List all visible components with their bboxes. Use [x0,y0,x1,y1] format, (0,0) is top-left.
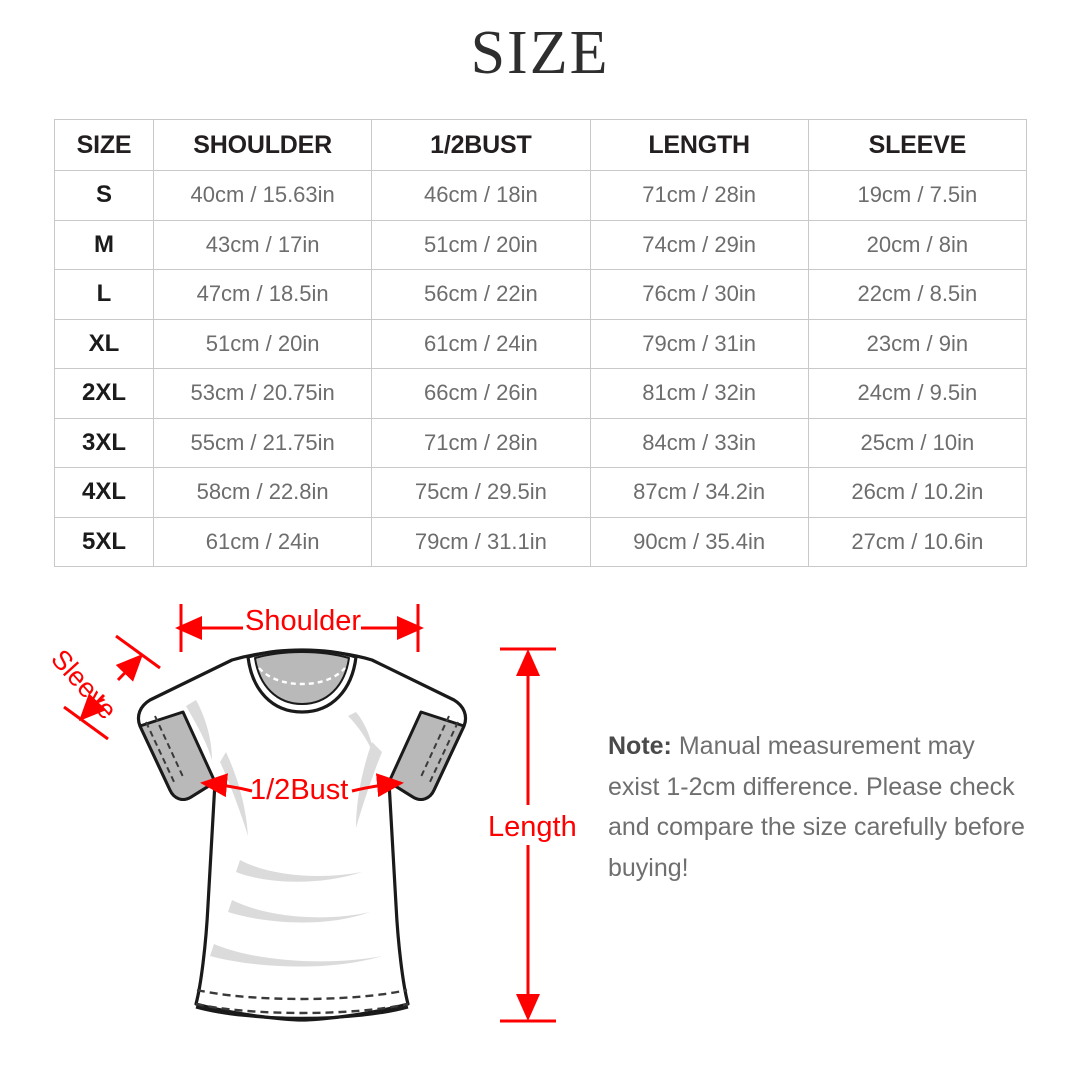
cell-length: 90cm / 35.4in [589,516,809,567]
table-row: 5XL 61cm / 24in 79cm / 31.1in 90cm / 35.… [54,516,1028,567]
note-text: Manual measurement may exist 1-2cm diffe… [608,732,1025,882]
shoulder-measure-arrow [175,604,424,652]
note-lead: Note: [608,732,672,760]
right-cuff-stitch-a [428,721,459,785]
cell-shoulder: 43cm / 17in [152,219,373,270]
cell-length: 84cm / 33in [589,417,809,468]
hem-edge [195,1005,409,1020]
cell-size: S [54,170,154,221]
cell-sleeve: 23cm / 9in [807,318,1028,369]
cell-size: 5XL [54,516,154,567]
bust-measure-arrow [200,773,404,798]
cell-bust: 51cm / 20in [371,219,591,270]
table-row: 2XL 53cm / 20.75in 66cm / 26in 81cm / 32… [54,368,1028,419]
table-row: 3XL 55cm / 21.75in 71cm / 28in 84cm / 33… [54,417,1028,468]
right-cuff-stitch-b [419,715,450,780]
table-row: XL 51cm / 20in 61cm / 24in 79cm / 31in 2… [54,318,1028,369]
cell-bust: 46cm / 18in [371,170,591,221]
cell-shoulder: 61cm / 24in [152,516,373,567]
left-cuff-stitch-b [154,715,185,780]
cell-shoulder: 58cm / 22.8in [152,467,373,518]
cell-shoulder: 53cm / 20.75in [152,368,373,419]
sleeve-measure-arrow [63,634,161,741]
size-chart-table: SIZE SHOULDER 1/2BUST LENGTH SLEEVE S 40… [54,119,1028,567]
length-measure-arrow [500,647,556,1023]
cell-size: L [54,269,154,320]
cell-sleeve: 27cm / 10.6in [807,516,1028,567]
tshirt-body-outline [136,649,468,1022]
size-chart-table-container: SIZE SHOULDER 1/2BUST LENGTH SLEEVE S 40… [54,119,1028,567]
tshirt-collar-inner [254,651,350,705]
column-header-length: LENGTH [589,119,809,171]
cell-sleeve: 25cm / 10in [807,417,1028,468]
cell-size: 2XL [54,368,154,419]
page-title: SIZE [470,19,610,87]
cell-sleeve: 22cm / 8.5in [807,269,1028,320]
cell-sleeve: 20cm / 8in [807,219,1028,270]
hem-stitch-lower [195,1002,409,1015]
collar-stitch [258,667,346,686]
column-header-size: SIZE [54,119,154,171]
table-header-row: SIZE SHOULDER 1/2BUST LENGTH SLEEVE [54,119,1028,171]
hem-stitch-upper [196,988,408,1001]
cell-sleeve: 26cm / 10.2in [807,467,1028,518]
table-row: M 43cm / 17in 51cm / 20in 74cm / 29in 20… [54,219,1028,270]
shoulder-label: Shoulder [245,605,362,637]
column-header-shoulder: SHOULDER [152,119,373,171]
tshirt-illustration [136,648,468,1022]
length-label: Length [488,811,577,843]
cell-bust: 56cm / 22in [371,269,591,320]
cell-size: XL [54,318,154,369]
column-header-sleeve: SLEEVE [807,119,1028,171]
cell-sleeve: 24cm / 9.5in [807,368,1028,419]
table-row: S 40cm / 15.63in 46cm / 18in 71cm / 28in… [54,170,1028,221]
cell-size: 3XL [54,417,154,468]
cell-size: M [54,219,154,270]
cell-shoulder: 51cm / 20in [152,318,373,369]
cell-bust: 61cm / 24in [371,318,591,369]
column-header-bust: 1/2BUST [371,119,591,171]
cell-length: 74cm / 29in [589,219,809,270]
cell-bust: 79cm / 31.1in [371,516,591,567]
table-row: 4XL 58cm / 22.8in 75cm / 29.5in 87cm / 3… [54,467,1028,518]
cell-length: 87cm / 34.2in [589,467,809,518]
fabric-folds [186,700,382,967]
cell-sleeve: 19cm / 7.5in [807,170,1028,221]
bust-label: 1/2Bust [250,774,349,806]
cell-shoulder: 40cm / 15.63in [152,170,373,221]
left-cuff-stitch-a [145,721,176,785]
table-row: L 47cm / 18.5in 56cm / 22in 76cm / 30in … [54,269,1028,320]
cell-bust: 71cm / 28in [371,417,591,468]
measurement-note: Note: Manual measurement may exist 1-2cm… [608,726,1028,888]
cell-shoulder: 47cm / 18.5in [152,269,373,320]
cell-bust: 75cm / 29.5in [371,467,591,518]
